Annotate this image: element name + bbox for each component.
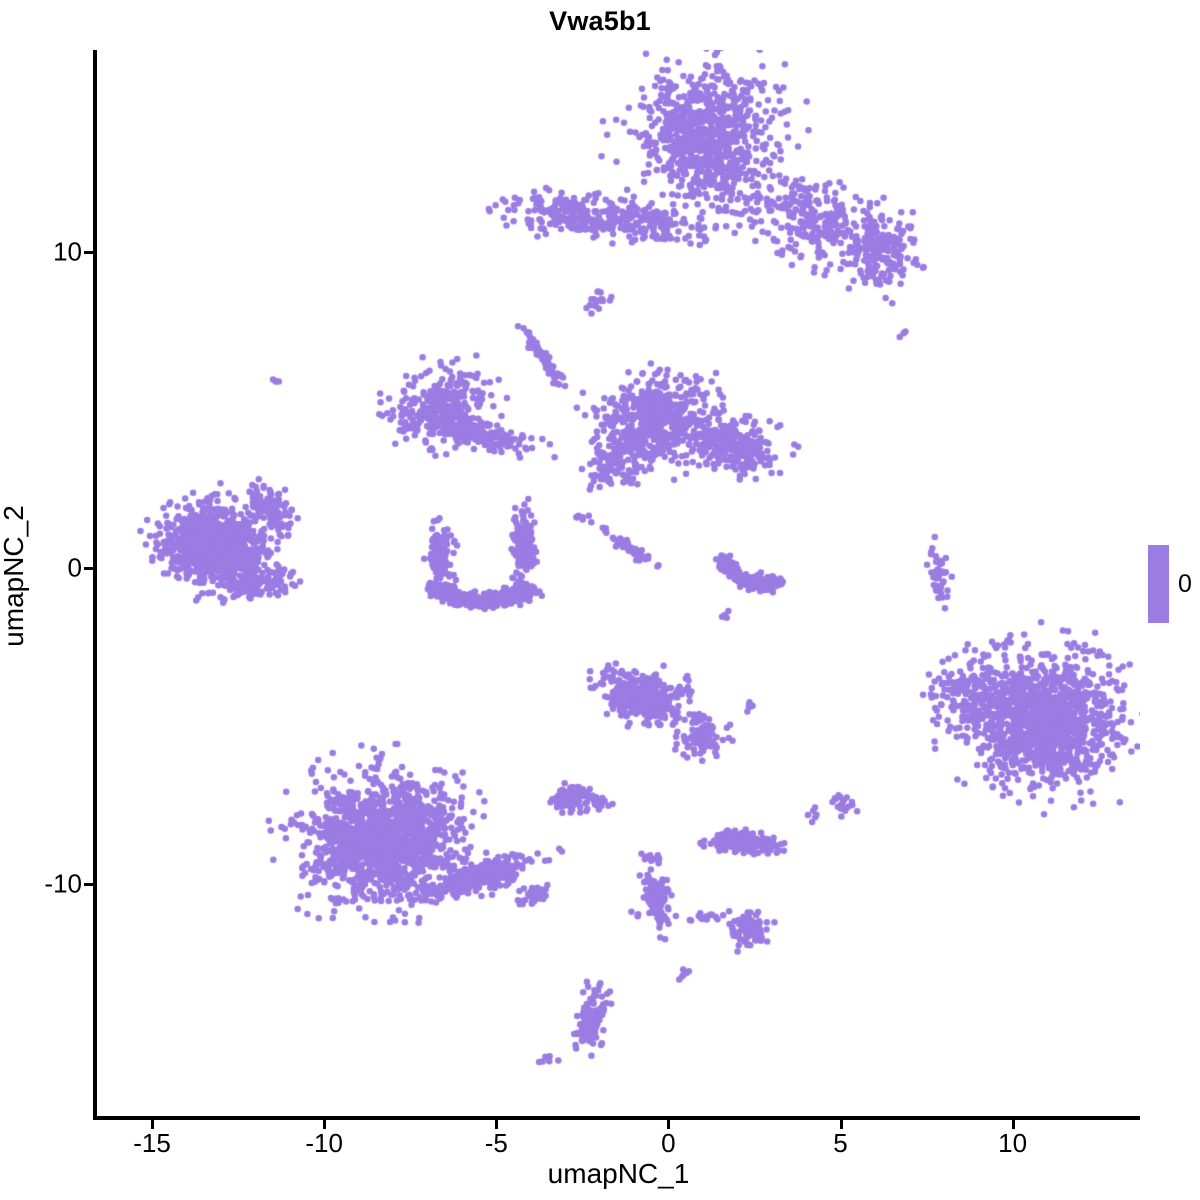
y-tick-label: 10 [53,236,82,267]
page-title: Vwa5b1 [549,6,651,36]
x-tick-mark [839,1120,843,1129]
legend-label-0: 0 [1178,569,1192,598]
x-tick-label: -5 [484,1128,508,1158]
x-tick-label: 5 [833,1128,848,1158]
x-axis-title: umapNC_1 [547,1158,690,1189]
legend[interactable]: 0 [1148,545,1192,623]
x-tick-mark [495,1120,499,1129]
y-tick-label: -10 [44,868,82,899]
x-tick-label: 10 [998,1128,1028,1158]
legend-swatch-0[interactable] [1148,545,1169,623]
x-tick-mark [1011,1120,1015,1129]
x-tick-label: 0 [661,1128,676,1158]
y-axis-line [93,50,97,1120]
scatter-canvas[interactable] [97,50,1140,1118]
y-tick-mark [84,251,93,255]
scatter-plot-panel[interactable] [97,50,1140,1118]
x-tick-mark [151,1120,155,1129]
x-tick-label: -15 [133,1128,171,1158]
y-tick-mark [84,883,93,887]
y-tick-mark [84,567,93,571]
y-tick-label: 0 [67,552,82,583]
x-tick-mark [667,1120,671,1129]
x-tick-mark [323,1120,327,1129]
x-tick-label: -10 [305,1128,343,1158]
x-axis-line [93,1116,1140,1120]
y-axis-title: umapNC_2 [0,505,29,647]
